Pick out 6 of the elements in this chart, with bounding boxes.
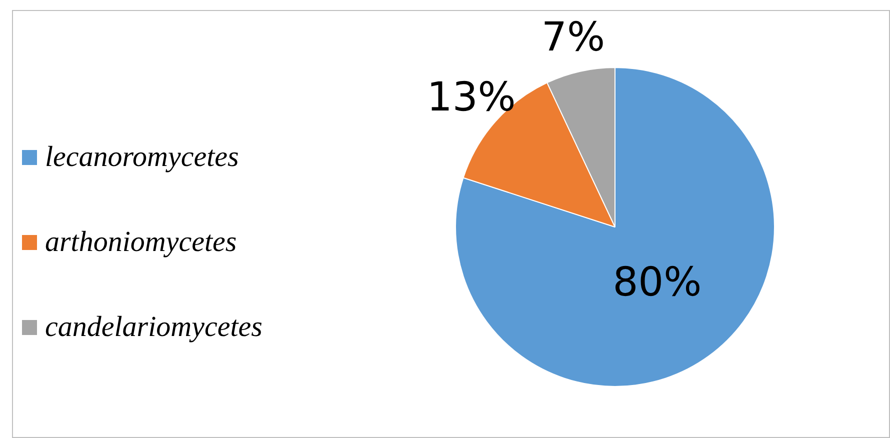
legend-label: lecanoromycetes (45, 141, 239, 174)
legend-label: candelariomycetes (45, 311, 262, 344)
data-label: 80% (612, 259, 702, 306)
data-label: 7% (541, 14, 605, 61)
legend-label: arthoniomycetes (45, 226, 237, 259)
data-label: 13% (426, 74, 516, 121)
